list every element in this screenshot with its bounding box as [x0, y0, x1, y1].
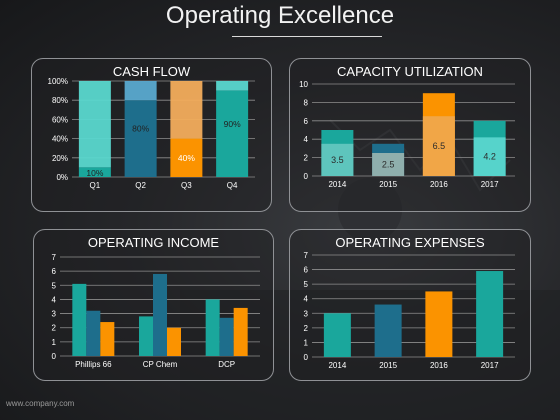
cash-flow-y-tick-label: 80%	[52, 96, 68, 105]
operating-income-x-tick-label: DCP	[218, 360, 235, 369]
operating-income-y-tick-label: 4	[52, 295, 57, 304]
capacity-utilization-panel: CAPACITY UTILIZATION 0 2 4 6 8 10 3.5 2.5 6.5 4.2…	[289, 58, 531, 212]
cash-flow-bar	[216, 90, 249, 177]
operating-income-bar	[153, 273, 167, 356]
cash-flow-y-tick-label: 0%	[56, 173, 68, 182]
operating-expenses-x-tick-label: 2014	[328, 361, 346, 370]
capacity-y-tick-label: 10	[299, 80, 308, 89]
capacity-x-tick-label: 2014	[328, 180, 346, 189]
title-underline	[232, 36, 382, 37]
operating-expenses-panel: OPERATING EXPENSES 0 1 2 3 4 5 6 7 2014 2015 2016 2…	[289, 229, 531, 381]
operating-income-y-tick-label: 3	[52, 310, 57, 319]
capacity-x-tick-label: 2017	[481, 180, 499, 189]
operating-income-y-tick-label: 6	[52, 267, 57, 276]
operating-income-y-tick-label: 5	[52, 281, 57, 290]
operating-income-y-tick-label: 0	[52, 352, 57, 361]
cash-flow-data-label: 80%	[132, 124, 149, 134]
operating-expenses-y-tick-label: 5	[304, 280, 309, 289]
background-circle	[338, 178, 402, 242]
cash-flow-x-tick-label: Q3	[181, 181, 192, 190]
footer-url: www.company.com	[6, 399, 75, 408]
operating-expenses-bar	[425, 291, 453, 357]
operating-income-bar	[139, 316, 153, 356]
cash-flow-x-tick-label: Q4	[227, 181, 238, 190]
capacity-data-label: 2.5	[382, 160, 395, 170]
capacity-x-tick-label: 2015	[379, 180, 397, 189]
capacity-utilization-title: CAPACITY UTILIZATION	[337, 64, 483, 79]
cash-flow-y-tick-label: 40%	[52, 135, 68, 144]
capacity-data-label: 3.5	[331, 155, 344, 165]
page-title: Operating Excellence	[165, 2, 395, 29]
capacity-bar	[321, 143, 354, 176]
cash-flow-bar-remainder	[78, 81, 111, 168]
operating-expenses-y-tick-label: 1	[304, 338, 309, 347]
cash-flow-data-label: 90%	[224, 119, 241, 129]
cash-flow-y-tick-label: 100%	[48, 77, 68, 86]
cash-flow-bar	[78, 167, 111, 177]
capacity-y-tick-label: 2	[304, 154, 309, 163]
operating-expenses-y-tick-label: 7	[304, 251, 309, 260]
capacity-bar	[372, 153, 405, 176]
cash-flow-chart: 0% 20% 40% 60% 80% 100% 10% 80% 40% 90% Q1 Q2 Q3 Q4	[48, 77, 255, 190]
operating-expenses-title: OPERATING EXPENSES	[335, 235, 485, 250]
operating-income-bar	[233, 307, 248, 356]
operating-income-x-tick-label: CP Chem	[143, 360, 178, 369]
operating-income-y-tick-label: 2	[52, 324, 57, 333]
operating-expenses-y-tick-label: 2	[304, 324, 309, 333]
operating-income-panel: OPERATING INCOME 0 1 2 3 4 5 6 7 Phillips 66 CP C…	[33, 229, 274, 381]
cash-flow-data-label: 10%	[86, 168, 103, 178]
operating-income-y-tick-label: 1	[52, 338, 57, 347]
operating-expenses-bar	[323, 313, 351, 357]
capacity-y-tick-label: 0	[304, 172, 309, 181]
operating-expenses-chart: 0 1 2 3 4 5 6 7 2014 2015 2016 2017	[304, 251, 515, 370]
cash-flow-x-tick-label: Q2	[135, 181, 146, 190]
cash-flow-y-tick-label: 60%	[52, 115, 68, 124]
capacity-bar	[473, 137, 506, 176]
operating-income-y-tick-label: 7	[52, 253, 57, 262]
cash-flow-data-label: 40%	[178, 153, 195, 163]
operating-expenses-bar	[476, 271, 504, 357]
cash-flow-bar	[124, 100, 157, 177]
capacity-x-tick-label: 2016	[430, 180, 448, 189]
operating-expenses-y-tick-label: 4	[304, 295, 309, 304]
operating-income-bar	[205, 299, 220, 356]
background-line	[329, 119, 511, 192]
operating-expenses-x-tick-label: 2016	[430, 361, 448, 370]
operating-income-bar	[72, 283, 87, 356]
operating-expenses-x-tick-label: 2015	[379, 361, 397, 370]
cash-flow-panel: CASH FLOW 0% 20% 40% 60% 80% 100% 10% 80% 40% 90%…	[31, 58, 272, 212]
cash-flow-y-tick-label: 20%	[52, 154, 68, 163]
operating-income-x-tick-label: Phillips 66	[75, 360, 112, 369]
operating-income-title: OPERATING INCOME	[87, 235, 220, 250]
capacity-utilization-chart: 0 2 4 6 8 10 3.5 2.5 6.5 4.2 2014 2015 2016 2017	[299, 80, 515, 189]
operating-income-bar	[86, 310, 101, 356]
capacity-y-tick-label: 8	[304, 98, 309, 107]
cash-flow-bar	[170, 138, 203, 177]
operating-income-bar	[167, 327, 181, 356]
operating-income-bar	[100, 322, 115, 356]
capacity-data-label: 6.5	[433, 141, 446, 151]
capacity-y-tick-label: 6	[304, 117, 309, 126]
operating-expenses-x-tick-label: 2017	[481, 361, 499, 370]
operating-expenses-y-tick-label: 0	[304, 353, 309, 362]
capacity-data-label: 4.2	[483, 152, 496, 162]
operating-income-bar	[219, 317, 234, 356]
capacity-bar	[422, 116, 455, 176]
cash-flow-bar-remainder	[124, 81, 157, 101]
capacity-y-tick-label: 4	[304, 135, 309, 144]
cash-flow-bar-remainder	[170, 81, 203, 139]
operating-expenses-bar	[374, 304, 402, 357]
cash-flow-bar-remainder	[216, 81, 249, 91]
cash-flow-title: CASH FLOW	[112, 64, 191, 79]
operating-expenses-y-tick-label: 6	[304, 266, 309, 275]
operating-income-chart: 0 1 2 3 4 5 6 7 Phillips 66 CP Chem DCP	[52, 253, 260, 369]
cash-flow-x-tick-label: Q1	[90, 181, 101, 190]
operating-expenses-y-tick-label: 3	[304, 309, 309, 318]
